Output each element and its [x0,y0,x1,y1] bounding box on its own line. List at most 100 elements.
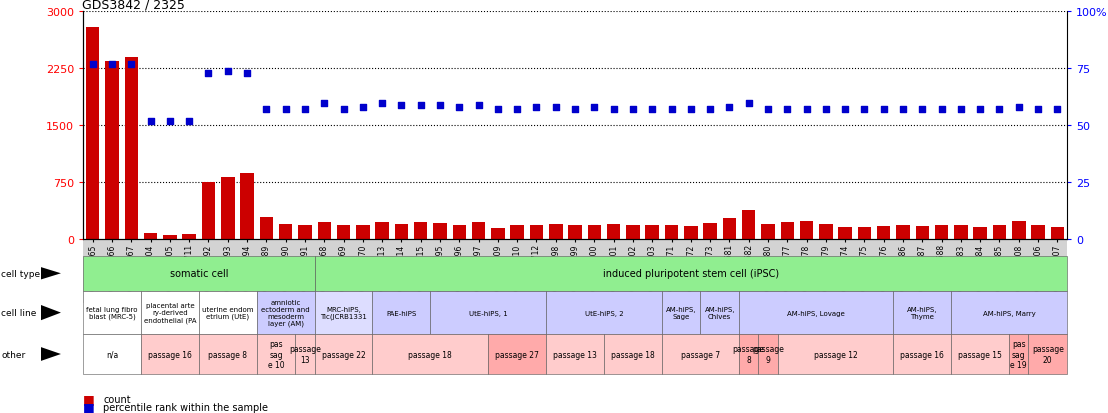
Bar [163,235,176,240]
Point [277,107,295,113]
Bar [819,225,832,240]
Bar [761,224,774,240]
Text: AM-hiPS,
Thyme: AM-hiPS, Thyme [907,306,937,319]
Bar [491,228,504,240]
Point [527,104,545,111]
Text: UtE-hiPS, 1: UtE-hiPS, 1 [469,310,507,316]
Bar [722,218,736,240]
Point [894,107,912,113]
Point [123,61,141,68]
Text: pas
sag
e 19: pas sag e 19 [1010,339,1027,369]
Point [316,100,334,107]
Text: passage 15: passage 15 [958,350,1002,358]
Point [585,104,603,111]
Bar [800,221,813,240]
Bar [935,225,948,240]
Point [353,104,371,111]
Bar [548,224,563,240]
Bar [279,224,293,240]
Point [219,68,237,75]
Text: fetal lung fibro
blast (MRC-5): fetal lung fibro blast (MRC-5) [86,306,137,320]
Point [238,70,256,77]
Point [855,107,873,113]
Text: AM-hiPS,
Sage: AM-hiPS, Sage [666,306,697,319]
Polygon shape [41,347,61,361]
Point [296,107,314,113]
Point [933,107,951,113]
Point [663,107,680,113]
Text: ■: ■ [83,400,95,413]
Point [779,107,797,113]
Point [103,61,121,68]
Bar [993,225,1006,240]
Bar [587,225,602,240]
Text: passage 8: passage 8 [208,350,247,358]
Polygon shape [41,268,61,280]
Point [740,100,758,107]
Point [991,107,1008,113]
Text: passage
8: passage 8 [732,344,765,364]
Text: MRC-hiPS,
Tic(JCRB1331: MRC-hiPS, Tic(JCRB1331 [320,306,367,320]
Text: cell type: cell type [1,269,40,278]
Text: somatic cell: somatic cell [170,268,228,279]
Text: passage 27: passage 27 [495,350,540,358]
Text: passage 18: passage 18 [409,350,452,358]
Bar [839,228,852,240]
Bar [298,225,311,240]
Bar [356,225,370,240]
Point [161,118,178,125]
Text: uterine endom
etrium (UtE): uterine endom etrium (UtE) [202,306,254,320]
Bar [780,223,794,240]
Text: passage
13: passage 13 [289,344,321,364]
Bar [414,223,428,240]
Text: count: count [103,394,131,404]
Bar [646,226,659,240]
Point [1048,107,1066,113]
Text: UtE-hiPS, 2: UtE-hiPS, 2 [585,310,624,316]
Point [412,102,430,109]
Text: cell line: cell line [1,309,37,317]
Text: passage
20: passage 20 [1032,344,1064,364]
Text: amniotic
ectoderm and
mesoderm
layer (AM): amniotic ectoderm and mesoderm layer (AM… [261,299,310,327]
Bar [742,211,756,240]
Text: induced pluripotent stem cell (iPSC): induced pluripotent stem cell (iPSC) [603,268,779,279]
Bar [568,226,582,240]
Bar [684,226,698,240]
Point [335,107,352,113]
Point [566,107,584,113]
Point [373,100,391,107]
Text: passage 7: passage 7 [681,350,720,358]
Point [547,104,565,111]
Point [84,61,102,68]
Point [1029,107,1047,113]
Bar [954,225,967,240]
Text: passage 22: passage 22 [321,350,366,358]
Bar [896,225,910,240]
Text: percentile rank within the sample: percentile rank within the sample [103,402,268,412]
Text: AM-hiPS,
Chives: AM-hiPS, Chives [705,306,735,319]
Bar [1032,225,1045,240]
Point [1009,104,1027,111]
Point [798,107,815,113]
Point [952,107,970,113]
Bar [202,183,215,240]
Point [199,70,217,77]
Bar [183,234,196,240]
Bar [240,173,254,240]
Bar [876,226,891,240]
Text: passage 18: passage 18 [611,350,655,358]
Bar [472,223,485,240]
Bar [511,225,524,240]
Bar [337,225,350,240]
Text: AM-hiPS, Lovage: AM-hiPS, Lovage [788,310,845,316]
Bar [530,226,543,240]
Point [142,118,160,125]
Point [489,107,506,113]
Bar [259,218,274,240]
Bar [1050,228,1064,240]
Bar [704,224,717,240]
Text: passage 13: passage 13 [553,350,597,358]
Text: other: other [1,350,25,358]
Point [720,104,738,111]
Text: n/a: n/a [106,350,119,358]
